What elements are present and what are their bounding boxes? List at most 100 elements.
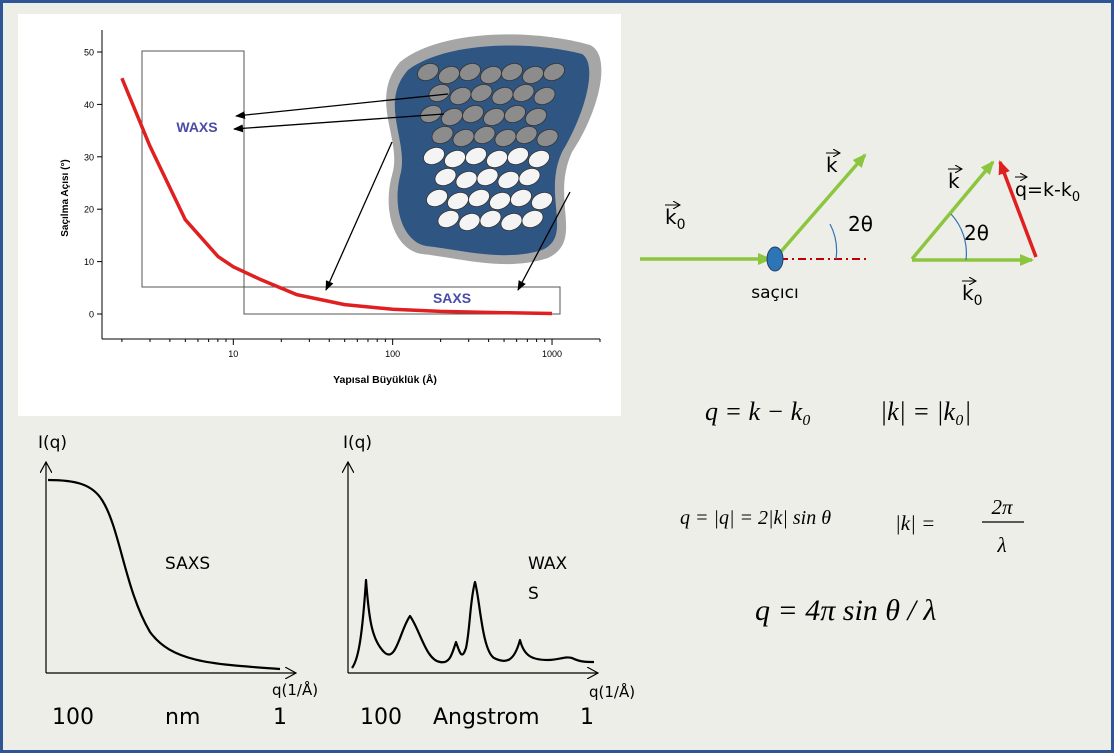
dense-particle [483, 107, 505, 127]
scattering-angle-curve [120, 77, 553, 316]
waxs-plot-name-line1: WAX [528, 554, 568, 574]
vector-triangle: k 2θ k0 q=k-k0 [910, 160, 1080, 309]
dense-particle [438, 65, 460, 85]
dense-particle [480, 65, 502, 85]
light-particle [500, 212, 523, 232]
equation-k-magnitude: |k| = |k₀| [880, 397, 971, 426]
dense-particle [431, 125, 454, 145]
waxs-plot-name-line2: S [528, 584, 539, 604]
y-tick-label: 10 [84, 257, 94, 267]
equation-q-final: q = 4π sin θ / λ [755, 594, 936, 627]
arrow-to-saxs-2 [517, 191, 571, 291]
triangle-k-arrow [910, 160, 995, 261]
scatter-angle-label: 2θ [848, 212, 873, 236]
light-particle [489, 191, 511, 211]
waxs-plot: I(q) q(1/Å) WAX S 100 Angstrom 1 [343, 433, 635, 730]
y-tick-label: 20 [84, 205, 94, 215]
equation-q-vector: q = k − k₀ [705, 397, 811, 426]
y-tick-label: 30 [84, 152, 94, 162]
light-particle [468, 188, 490, 208]
saxs-xlabel: q(1/Å) [272, 680, 318, 699]
equation-k-wavelength-numerator: 2π [991, 495, 1013, 519]
dense-particle [491, 86, 514, 106]
saxs-axis-right: 1 [273, 705, 287, 730]
arrow-to-waxs-1 [235, 93, 449, 120]
light-particle [521, 209, 544, 229]
dense-particle [452, 128, 475, 148]
dense-particle [536, 128, 559, 148]
waxs-axis-left: 100 [360, 705, 402, 730]
y-tick-label: 50 [84, 48, 94, 58]
saxs-plot: I(q) q(1/Å) SAXS 100 nm 1 [38, 433, 318, 730]
triangle-angle-label: 2θ [964, 221, 989, 245]
dense-particle [449, 86, 472, 106]
light-particle [510, 188, 532, 208]
particle-structure-illustration [386, 34, 602, 265]
light-particle [447, 191, 469, 211]
dense-particle [462, 104, 484, 124]
structure-particles [417, 62, 565, 232]
saxs-ylabel: I(q) [38, 433, 67, 453]
light-particle [486, 149, 508, 169]
y-tick-label: 0 [89, 310, 94, 320]
dense-particle [441, 107, 463, 127]
dense-particle [501, 62, 523, 82]
equation-k-wavelength-denominator: λ [996, 533, 1006, 557]
equation-q-magnitude: q = |q| = 2|k| sin θ [680, 507, 831, 529]
light-particle [434, 167, 457, 187]
top-chart-ylabel: Saçılma Açısı (°) [60, 159, 71, 237]
scatterer-label: saçıcı [751, 283, 798, 303]
arrow-to-waxs-2 [233, 113, 445, 133]
dense-particle [417, 62, 439, 82]
equations: q = k − k₀ |k| = |k₀| q = |q| = 2|k| sin… [680, 397, 1024, 627]
dense-particle [533, 86, 556, 106]
dense-particle [473, 125, 496, 145]
light-particle [479, 209, 502, 229]
light-particle [531, 191, 553, 211]
triangle-k0-label: k0 [962, 281, 983, 309]
dense-particle [420, 104, 442, 124]
waxs-axis-right: 1 [580, 705, 594, 730]
dense-particle [428, 83, 451, 103]
saxs-label: SAXS [433, 290, 471, 306]
y-tick-label: 40 [84, 100, 94, 110]
light-particle [518, 167, 541, 187]
x-tick-label: 10 [228, 349, 238, 359]
waxs-region-box [141, 50, 245, 288]
x-tick-label: 100 [385, 349, 400, 359]
top-chart-x-ticks: 10 100 1000 [121, 339, 601, 359]
saxs-intensity-curve [47, 478, 281, 671]
k-vector-label: k [826, 153, 838, 177]
dense-particle [525, 107, 547, 127]
k0-vector-label: k0 [665, 205, 686, 233]
scatterer-dot [766, 246, 784, 272]
waxs-ylabel: I(q) [343, 433, 372, 453]
light-particle [458, 212, 481, 232]
light-particle [437, 209, 460, 229]
waxs-intensity-curve [351, 578, 595, 669]
light-particle [528, 149, 550, 169]
triangle-angle-arc [950, 213, 967, 261]
dense-particle [512, 83, 535, 103]
dense-particle [504, 104, 526, 124]
waxs-axis-mid: Angstrom [433, 705, 540, 730]
light-particle [476, 167, 499, 187]
light-particle [507, 146, 529, 166]
dense-particle [522, 65, 544, 85]
light-particle [455, 170, 478, 190]
waxs-label: WAXS [176, 119, 217, 135]
light-particle [497, 170, 520, 190]
dense-particle [494, 128, 517, 148]
dense-particle [543, 62, 565, 82]
light-particle [423, 146, 445, 166]
top-chart-y-ticks: 0 10 20 30 40 50 [84, 48, 102, 320]
equation-k-wavelength-lhs: |k| = [895, 511, 935, 535]
light-particle [426, 188, 448, 208]
dense-particle [470, 83, 493, 103]
arrow-to-saxs-1 [325, 141, 393, 291]
light-particle [465, 146, 487, 166]
x-tick-label: 1000 [542, 349, 562, 359]
waxs-xlabel: q(1/Å) [589, 682, 635, 701]
